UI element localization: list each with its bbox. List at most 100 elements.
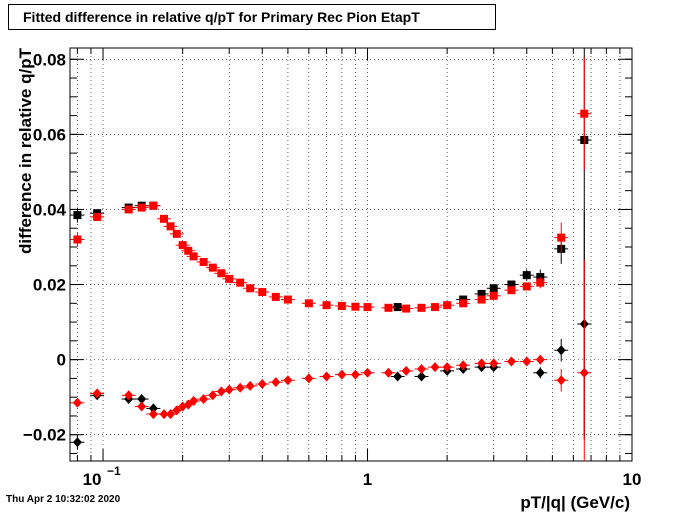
y-tick-label: 0 bbox=[57, 351, 66, 370]
data-point bbox=[216, 386, 226, 397]
data-point bbox=[351, 302, 360, 311]
red-diamond-series bbox=[70, 260, 592, 461]
data-point bbox=[72, 437, 82, 448]
data-point bbox=[431, 303, 440, 312]
data-point bbox=[271, 292, 280, 301]
data-point bbox=[189, 252, 198, 261]
axes: 10 −1 1 10 −0.02 0 0.02 0.04 0.06 0.08 bbox=[23, 48, 641, 489]
data-point bbox=[430, 362, 440, 373]
data-point bbox=[393, 371, 403, 382]
data-point bbox=[149, 201, 158, 210]
data-point bbox=[535, 367, 545, 378]
data-point bbox=[283, 295, 292, 304]
data-point bbox=[148, 403, 158, 414]
data-point bbox=[322, 371, 332, 382]
data-point bbox=[556, 375, 566, 386]
data-point bbox=[417, 303, 426, 312]
data-point bbox=[217, 269, 226, 278]
data-point bbox=[322, 301, 331, 310]
data-point bbox=[208, 263, 217, 272]
data-point bbox=[417, 371, 427, 382]
data-point bbox=[93, 212, 102, 221]
data-point bbox=[159, 214, 168, 223]
red-square-series bbox=[70, 57, 592, 313]
y-tick-label: −0.02 bbox=[23, 426, 66, 445]
data-point bbox=[189, 395, 199, 406]
data-point bbox=[137, 394, 147, 405]
data-point bbox=[477, 358, 487, 369]
data-point bbox=[556, 345, 566, 356]
data-point bbox=[536, 278, 545, 287]
black-square-series bbox=[70, 48, 592, 441]
data-point bbox=[178, 241, 187, 250]
x-tick-label: 1 bbox=[363, 470, 372, 489]
data-point bbox=[477, 295, 486, 304]
data-point bbox=[236, 278, 245, 287]
data-point bbox=[245, 380, 255, 391]
data-point bbox=[304, 373, 314, 384]
timestamp-footer: Thu Apr 2 10:32:02 2020 bbox=[6, 494, 121, 505]
data-point bbox=[458, 360, 468, 371]
data-point bbox=[304, 299, 313, 308]
data-point bbox=[246, 284, 255, 293]
x-tick-label-exponent: −1 bbox=[107, 464, 121, 478]
data-point bbox=[337, 301, 346, 310]
chart-title: Fitted difference in relative q/pT for P… bbox=[8, 4, 496, 30]
data-point bbox=[258, 288, 267, 297]
data-point bbox=[235, 382, 245, 393]
data-point bbox=[384, 303, 393, 312]
data-point bbox=[124, 390, 134, 401]
data-point bbox=[507, 286, 516, 295]
data-series bbox=[70, 48, 592, 461]
data-point bbox=[172, 405, 182, 416]
data-point bbox=[393, 303, 402, 312]
y-tick-label: 0.02 bbox=[33, 276, 66, 295]
data-point bbox=[137, 203, 146, 212]
data-point bbox=[489, 291, 498, 300]
data-point bbox=[271, 377, 281, 388]
y-tick-label: 0.08 bbox=[33, 50, 66, 69]
data-point bbox=[166, 409, 176, 420]
data-point bbox=[72, 397, 82, 408]
data-point bbox=[73, 211, 82, 220]
data-point bbox=[337, 369, 347, 380]
data-point bbox=[73, 235, 82, 244]
data-point bbox=[557, 233, 566, 242]
data-point bbox=[363, 303, 372, 312]
data-point bbox=[283, 375, 293, 386]
data-point bbox=[580, 109, 589, 118]
data-point bbox=[225, 274, 234, 283]
data-point bbox=[257, 379, 267, 390]
data-point bbox=[402, 304, 411, 313]
data-point bbox=[224, 384, 234, 395]
data-point bbox=[535, 354, 545, 365]
y-axis-label: difference in relative q/pT bbox=[16, 47, 35, 254]
data-point bbox=[459, 299, 468, 308]
data-point bbox=[506, 356, 516, 367]
data-point bbox=[383, 367, 393, 378]
data-point bbox=[199, 258, 208, 267]
data-point bbox=[363, 367, 373, 378]
data-point bbox=[184, 246, 193, 255]
data-point bbox=[522, 271, 531, 280]
data-point bbox=[401, 365, 411, 376]
data-point bbox=[166, 222, 175, 231]
data-point bbox=[507, 280, 516, 289]
data-point bbox=[522, 356, 532, 367]
data-point bbox=[92, 388, 102, 399]
data-point bbox=[350, 369, 360, 380]
x-tick-label: 10 bbox=[623, 470, 642, 489]
data-point bbox=[137, 401, 147, 412]
data-point bbox=[489, 284, 498, 293]
x-tick-label: 10 bbox=[83, 470, 102, 489]
data-point bbox=[417, 364, 427, 375]
data-point bbox=[443, 301, 452, 310]
y-tick-label: 0.04 bbox=[33, 200, 67, 219]
data-point bbox=[579, 367, 589, 378]
data-point bbox=[208, 390, 218, 401]
plot-frame bbox=[69, 47, 633, 462]
data-point bbox=[172, 229, 181, 238]
data-point bbox=[148, 409, 158, 420]
data-point bbox=[477, 289, 486, 298]
